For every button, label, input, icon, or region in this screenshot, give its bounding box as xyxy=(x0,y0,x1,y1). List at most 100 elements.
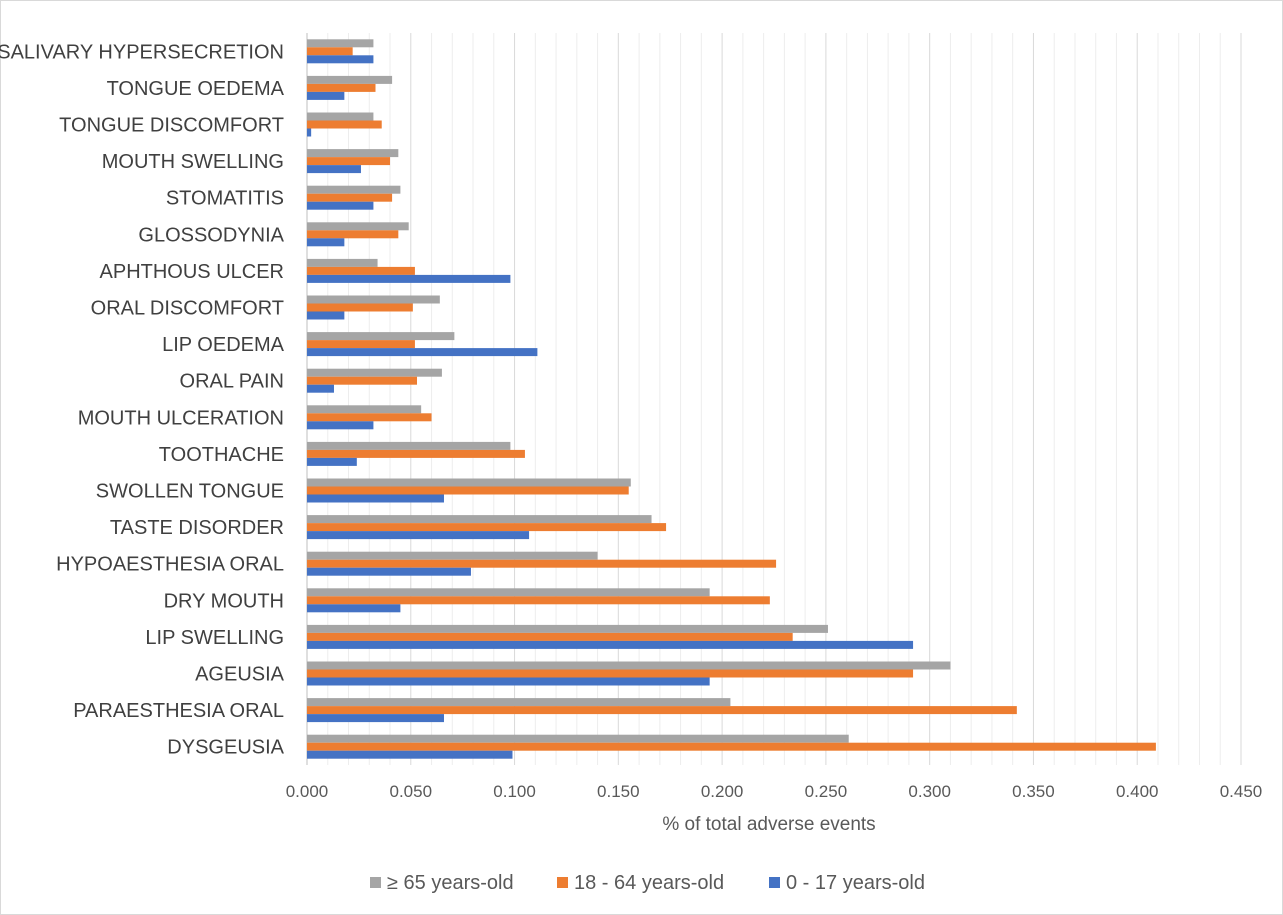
x-tick-label: 0.000 xyxy=(286,782,329,801)
x-tick-label: 0.350 xyxy=(1012,782,1055,801)
bar xyxy=(307,368,442,377)
bar xyxy=(307,624,828,633)
category-label: MOUTH ULCERATION xyxy=(78,407,284,429)
category-label: TONGUE OEDEMA xyxy=(107,78,285,100)
bar xyxy=(307,295,440,304)
bar xyxy=(307,669,914,678)
bar xyxy=(307,39,374,48)
x-axis-title: % of total adverse events xyxy=(662,814,875,835)
x-tick-label: 0.100 xyxy=(493,782,536,801)
category-label: SALIVARY HYPERSECRETION xyxy=(0,41,284,63)
bar xyxy=(307,750,513,759)
x-tick-label: 0.450 xyxy=(1220,782,1263,801)
bar xyxy=(307,413,432,422)
bar xyxy=(307,165,361,174)
bar xyxy=(307,640,914,649)
bar xyxy=(307,303,413,312)
bar xyxy=(307,112,374,121)
bar xyxy=(307,376,418,385)
category-label: STOMATITIS xyxy=(166,188,284,210)
bar xyxy=(307,91,345,100)
bar xyxy=(307,120,382,129)
bar xyxy=(307,551,598,560)
category-label: LIP SWELLING xyxy=(145,627,284,649)
bar xyxy=(307,515,652,524)
bar xyxy=(307,677,710,686)
bar xyxy=(307,47,353,56)
category-label: TASTE DISORDER xyxy=(110,517,284,539)
bar xyxy=(307,332,455,341)
legend-swatch xyxy=(370,877,381,888)
bar xyxy=(307,238,345,247)
bar xyxy=(307,201,374,210)
bars xyxy=(307,39,1156,759)
bar xyxy=(307,405,422,414)
bar xyxy=(307,75,393,84)
bar xyxy=(307,311,345,320)
bar xyxy=(307,714,444,723)
legend-label: 0 - 17 years-old xyxy=(786,872,925,894)
bar xyxy=(307,157,391,166)
bar xyxy=(307,384,334,393)
bar xyxy=(307,661,951,670)
category-label: APHTHOUS ULCER xyxy=(100,261,284,283)
category-label: TOOTHACHE xyxy=(159,444,284,466)
bar xyxy=(307,494,444,503)
category-label: LIP OEDEMA xyxy=(162,334,285,356)
x-tick-labels: 0.000 0.050 0.100 0.150 0.200 0.250 0.300 0.350… xyxy=(286,782,1263,801)
bar xyxy=(307,698,731,707)
legend: ≥ 65 years-old 18 - 64 years-old 0 - 17 ye… xyxy=(370,872,925,894)
bar xyxy=(307,588,710,597)
category-label: SWOLLEN TONGUE xyxy=(96,481,284,503)
bar xyxy=(307,449,525,458)
category-label: AGEUSIA xyxy=(195,664,285,686)
bar xyxy=(307,230,399,239)
category-labels: SALIVARY HYPERSECRETION TONGUE OEDEMA TONG… xyxy=(0,41,285,758)
bar xyxy=(307,421,374,430)
bar xyxy=(307,222,409,231)
bar xyxy=(307,128,312,137)
bar xyxy=(307,185,401,194)
bar xyxy=(307,742,1156,751)
bar xyxy=(307,83,376,92)
bar xyxy=(307,340,415,349)
bar xyxy=(307,632,793,641)
bar xyxy=(307,604,401,613)
bar xyxy=(307,348,538,357)
bar xyxy=(307,734,849,743)
bar xyxy=(307,531,530,540)
x-tick-label: 0.300 xyxy=(908,782,951,801)
category-label: ORAL DISCOMFORT xyxy=(91,298,284,320)
category-label: HYPOAESTHESIA ORAL xyxy=(56,554,284,576)
x-tick-label: 0.150 xyxy=(597,782,640,801)
category-label: GLOSSODYNIA xyxy=(138,224,284,246)
bar xyxy=(307,149,399,158)
bar xyxy=(307,258,378,267)
category-label: TONGUE DISCOMFORT xyxy=(59,115,284,137)
bar xyxy=(307,266,415,275)
category-label: DRY MOUTH xyxy=(164,590,284,612)
bar xyxy=(307,274,511,283)
bar xyxy=(307,706,1017,715)
bar xyxy=(307,486,629,495)
bar xyxy=(307,523,667,532)
bar xyxy=(307,193,393,202)
x-tick-label: 0.050 xyxy=(390,782,433,801)
bar xyxy=(307,567,471,576)
x-tick-label: 0.250 xyxy=(805,782,848,801)
category-label: DYSGEUSIA xyxy=(167,737,284,759)
category-label: PARAESTHESIA ORAL xyxy=(73,700,284,722)
category-label: MOUTH SWELLING xyxy=(102,151,284,173)
x-tick-label: 0.200 xyxy=(701,782,744,801)
legend-label: ≥ 65 years-old xyxy=(387,872,514,894)
bar xyxy=(307,55,374,64)
bar xyxy=(307,596,770,605)
bar xyxy=(307,457,357,466)
bar xyxy=(307,478,631,487)
legend-swatch xyxy=(769,877,780,888)
bar xyxy=(307,559,777,568)
x-tick-label: 0.400 xyxy=(1116,782,1159,801)
